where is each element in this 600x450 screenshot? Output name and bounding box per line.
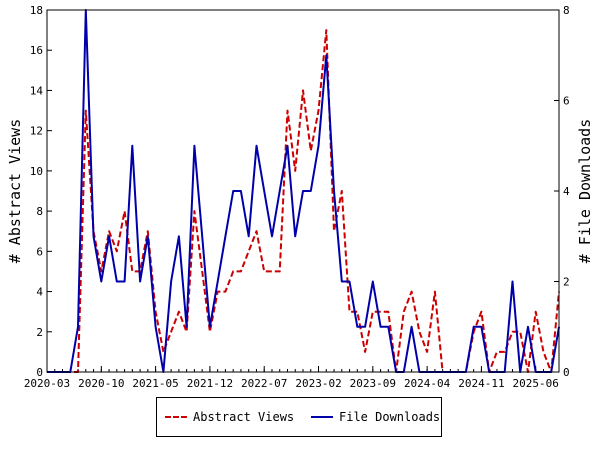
y-tick-label: 8 (36, 205, 43, 218)
x-tick-label: 2020-03 (24, 377, 70, 390)
x-tick-label: 2023-09 (350, 377, 396, 390)
y-tick-label: 0 (36, 366, 43, 379)
series-line-file-downloads (47, 9, 560, 373)
y2-tick-label: 0 (563, 366, 570, 379)
series-line-abstract-views (47, 29, 560, 373)
x-tick-label: 2022-07 (241, 377, 287, 390)
x-tick-label: 2024-11 (458, 377, 504, 390)
y2-tick-label: 4 (563, 185, 570, 198)
y-tick-label: 6 (36, 245, 43, 258)
y2-tick-label: 6 (563, 95, 570, 108)
y-tick-label: 10 (30, 165, 43, 178)
tick-layer: 2020-03 2020-10 2021-05 2021-12 2022-07 2023-… (24, 4, 570, 390)
y-tick-label: 16 (30, 44, 43, 57)
x-tick-label: 2025-06 (513, 377, 559, 390)
y-tick-label: 18 (30, 4, 43, 17)
x-tick-label: 2021-12 (187, 377, 233, 390)
legend-swatch-abstract-views (165, 416, 187, 418)
series-layer (47, 9, 560, 373)
y2-axis-label: # File Downloads (576, 119, 594, 264)
x-tick-label: 2021-05 (132, 377, 178, 390)
legend-label-abstract-views: Abstract Views (193, 410, 295, 424)
plot-frame (46, 9, 560, 373)
x-tick-label: 2020-10 (78, 377, 124, 390)
y2-tick-label: 8 (563, 4, 570, 17)
y-tick-label: 2 (36, 326, 43, 339)
legend-item-abstract-views: Abstract Views (165, 410, 294, 424)
y-tick-label: 4 (36, 286, 43, 299)
y-tick-label: 12 (30, 125, 43, 138)
y-axis-label: # Abstract Views (6, 119, 24, 264)
x-tick-label: 2024-04 (404, 377, 451, 390)
legend-swatch-file-downloads (311, 416, 333, 418)
x-tick-label: 2023-02 (295, 377, 341, 390)
legend: Abstract Views File Downloads (156, 397, 442, 437)
y2-tick-label: 2 (563, 276, 570, 289)
legend-label-file-downloads: File Downloads (339, 410, 441, 424)
y-tick-label: 14 (30, 84, 44, 97)
legend-item-file-downloads: File Downloads (311, 410, 440, 424)
